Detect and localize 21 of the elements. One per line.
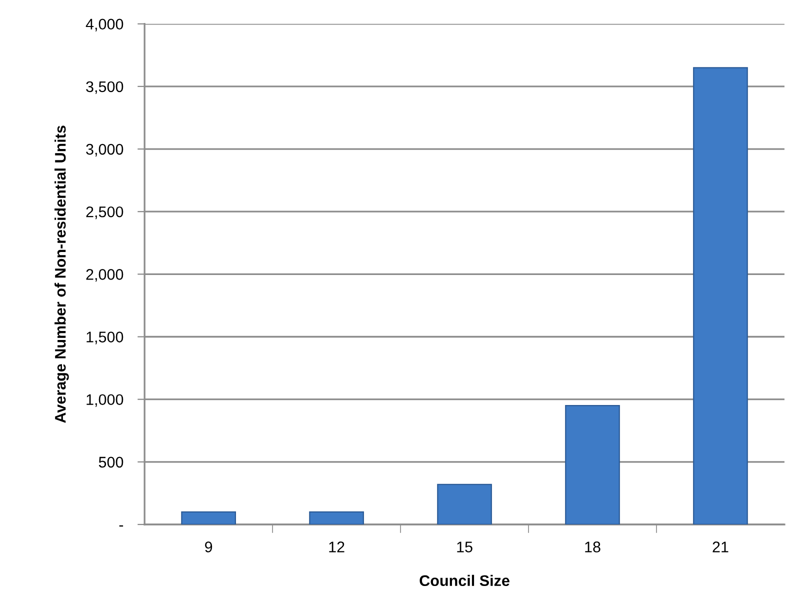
y-tick-label: 3,000 (86, 144, 124, 157)
y-tick-label: 500 (98, 456, 124, 468)
y-tick-label: 1,000 (86, 394, 124, 407)
bar (693, 67, 748, 524)
x-tick-label: 9 (205, 542, 212, 552)
bar (565, 405, 620, 524)
bar (181, 511, 236, 524)
y-tick-label: 2,500 (86, 206, 124, 220)
y-axis-title: Average Number of Non-residential Units (54, 126, 69, 423)
x-tick-label: 18 (585, 542, 600, 552)
y-tick-label: 2,000 (86, 269, 124, 282)
x-tick-label: 15 (457, 542, 472, 552)
bar (309, 511, 364, 524)
x-tick-label: 12 (329, 542, 344, 552)
y-tick-label: 1,500 (86, 332, 124, 344)
x-tick-label: 21 (712, 542, 728, 552)
bar (437, 484, 492, 524)
y-tick-label: - (119, 525, 124, 527)
x-axis-title: Council Size (420, 574, 510, 586)
y-tick-label: 3,500 (86, 81, 124, 94)
y-tick-label: 4,000 (86, 18, 124, 32)
